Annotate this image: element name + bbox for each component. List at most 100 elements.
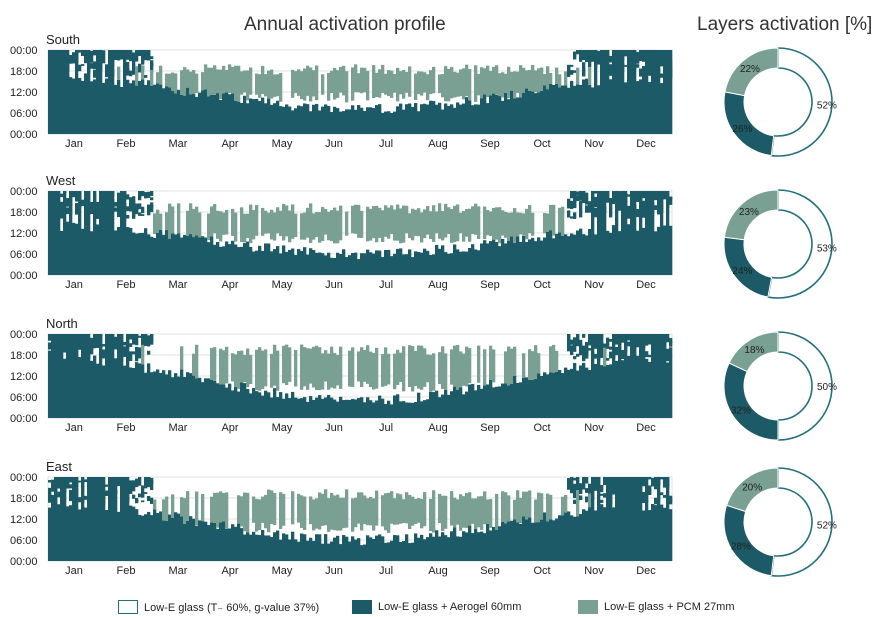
aerogel-mark: [624, 50, 628, 57]
aerogel-mark: [150, 56, 154, 60]
aerogel-mark: [465, 97, 469, 134]
aerogel-mark: [147, 80, 151, 134]
pcm-mark: [198, 212, 202, 238]
aerogel-mark: [486, 384, 490, 418]
aerogel-mark: [603, 206, 607, 214]
aerogel-mark: [378, 250, 382, 275]
aerogel-mark: [66, 340, 70, 352]
aerogel-mark: [615, 51, 619, 57]
aerogel-mark: [597, 477, 601, 484]
pcm-mark: [315, 65, 319, 101]
x-tick-label: Aug: [428, 565, 448, 577]
pcm-mark: [348, 350, 352, 387]
aerogel-mark: [654, 479, 658, 490]
pcm-mark: [375, 347, 379, 389]
aerogel-mark: [591, 334, 595, 344]
aerogel-mark: [63, 191, 67, 275]
aerogel-mark: [309, 111, 313, 134]
aerogel-mark: [276, 246, 280, 275]
aerogel-mark: [567, 236, 571, 275]
aerogel-mark: [126, 477, 130, 561]
pcm-mark: [171, 494, 175, 518]
aerogel-mark: [588, 507, 592, 561]
aerogel-mark: [243, 95, 247, 134]
aerogel-mark: [579, 50, 583, 62]
donut-chart: 50%32%18%: [723, 331, 837, 441]
pcm-mark: [516, 490, 520, 523]
aerogel-mark: [336, 401, 340, 418]
aerogel-mark: [153, 237, 157, 275]
pcm-mark: [321, 493, 325, 526]
aerogel-mark: [576, 477, 580, 482]
aerogel-mark: [144, 192, 148, 199]
aerogel-mark: [573, 499, 577, 504]
aerogel-mark: [381, 112, 385, 134]
aerogel-mark: [117, 340, 121, 353]
aerogel-mark: [90, 501, 94, 504]
aerogel-mark: [477, 384, 481, 418]
aerogel-mark: [120, 86, 124, 134]
aerogel-mark: [486, 523, 490, 561]
aerogel-mark: [612, 336, 616, 341]
pcm-mark: [216, 210, 220, 239]
aerogel-mark: [519, 97, 523, 134]
aerogel-mark: [615, 346, 619, 356]
aerogel-mark: [669, 197, 673, 200]
aerogel-mark: [63, 488, 67, 493]
pcm-mark: [504, 211, 508, 238]
aerogel-mark: [570, 70, 574, 74]
aerogel-mark: [57, 50, 61, 134]
aerogel-mark: [669, 347, 673, 357]
aerogel-mark: [207, 96, 211, 134]
aerogel-mark: [69, 54, 73, 64]
pcm-mark: [432, 353, 436, 391]
aerogel-mark: [258, 100, 262, 134]
pcm-mark: [255, 498, 259, 532]
aerogel-mark: [63, 477, 67, 482]
pcm-mark: [357, 204, 361, 238]
aerogel-mark: [483, 385, 487, 418]
aerogel-mark: [96, 50, 100, 60]
aerogel-mark: [633, 497, 637, 503]
aerogel-mark: [84, 334, 88, 418]
aerogel-mark: [207, 378, 211, 418]
pcm-mark: [477, 73, 481, 96]
pcm-mark: [549, 72, 553, 84]
aerogel-mark: [114, 207, 118, 211]
aerogel-mark: [579, 84, 583, 134]
aerogel-mark: [51, 51, 55, 55]
aerogel-mark: [54, 210, 58, 215]
aerogel-mark: [507, 521, 511, 561]
aerogel-mark: [300, 533, 304, 561]
aerogel-mark: [645, 492, 649, 497]
pcm-mark: [417, 71, 421, 95]
aerogel-mark: [645, 353, 649, 356]
pcm-mark: [318, 492, 322, 530]
aerogel-mark: [570, 345, 574, 355]
pcm-mark: [435, 211, 439, 234]
pcm-mark: [561, 206, 565, 236]
pcm-mark: [243, 354, 247, 383]
aerogel-mark: [651, 68, 655, 72]
aerogel-mark: [129, 334, 133, 340]
pcm-mark: [438, 74, 442, 94]
aerogel-mark: [495, 94, 499, 134]
aerogel-mark: [660, 477, 664, 480]
aerogel-mark: [576, 84, 580, 134]
pcm-mark: [246, 348, 250, 388]
aerogel-mark: [126, 227, 130, 275]
aerogel-mark: [132, 494, 136, 499]
donut-value-label: 18%: [744, 345, 764, 356]
aerogel-mark: [213, 380, 217, 418]
aerogel-mark: [456, 389, 460, 418]
aerogel-mark: [114, 491, 118, 494]
aerogel-mark: [537, 522, 541, 561]
aerogel-mark: [393, 111, 397, 134]
aerogel-mark: [117, 477, 121, 487]
aerogel-mark: [633, 191, 637, 275]
aerogel-mark: [498, 246, 502, 275]
pcm-mark: [186, 69, 190, 88]
pcm-mark: [423, 209, 427, 239]
aerogel-mark: [312, 250, 316, 275]
aerogel-mark: [585, 350, 589, 357]
